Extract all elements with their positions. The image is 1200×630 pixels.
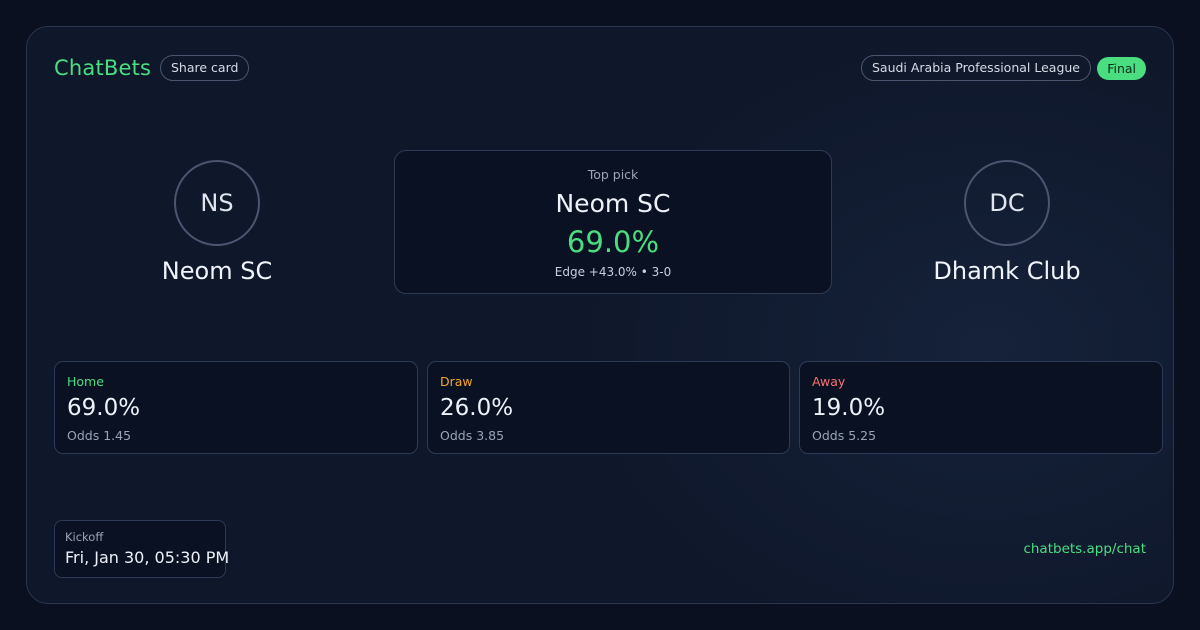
brand-logo: ChatBets bbox=[54, 56, 152, 80]
share-card-button[interactable]: Share card bbox=[160, 55, 250, 81]
away-outcome-card: Away 19.0% Odds 5.25 bbox=[799, 361, 1163, 454]
top-pick-edge: Edge +43.0% • 3-0 bbox=[554, 265, 672, 279]
league-badge: Saudi Arabia Professional League bbox=[860, 55, 1091, 81]
kickoff-time: Fri, Jan 30, 05:30 PM bbox=[65, 548, 230, 567]
outcome-probability: 26.0% bbox=[440, 395, 514, 421]
site-link[interactable]: chatbets.app/chat bbox=[1023, 541, 1146, 557]
share-card: ChatBets Share card Saudi Arabia Profess… bbox=[26, 26, 1174, 604]
outcome-odds: Odds 3.85 bbox=[440, 428, 505, 443]
top-pick-team: Neom SC bbox=[555, 189, 671, 218]
home-team-avatar: NS bbox=[174, 160, 260, 246]
home-team-name: Neom SC bbox=[161, 257, 273, 285]
top-pick-label: Top pick bbox=[587, 167, 639, 182]
outcome-odds: Odds 5.25 bbox=[812, 428, 877, 443]
outcome-probability: 19.0% bbox=[812, 395, 886, 421]
kickoff-label: Kickoff bbox=[65, 530, 104, 544]
kickoff-box: Kickoff Fri, Jan 30, 05:30 PM bbox=[54, 520, 230, 578]
home-outcome-card: Home 69.0% Odds 1.45 bbox=[54, 361, 418, 454]
outcome-odds: Odds 1.45 bbox=[67, 428, 132, 443]
away-team-avatar: DC bbox=[964, 160, 1050, 246]
draw-outcome-card: Draw 26.0% Odds 3.85 bbox=[427, 361, 790, 454]
outcome-label: Home bbox=[67, 374, 104, 389]
top-pick-panel: Top pick Neom SC 69.0% Edge +43.0% • 3-0 bbox=[394, 150, 832, 294]
outcome-probability: 69.0% bbox=[67, 395, 141, 421]
away-team-name: Dhamk Club bbox=[933, 257, 1081, 285]
status-badge: Final bbox=[1097, 57, 1146, 80]
top-pick-probability: 69.0% bbox=[566, 225, 660, 259]
outcome-label: Away bbox=[812, 374, 846, 389]
outcome-label: Draw bbox=[440, 374, 473, 389]
